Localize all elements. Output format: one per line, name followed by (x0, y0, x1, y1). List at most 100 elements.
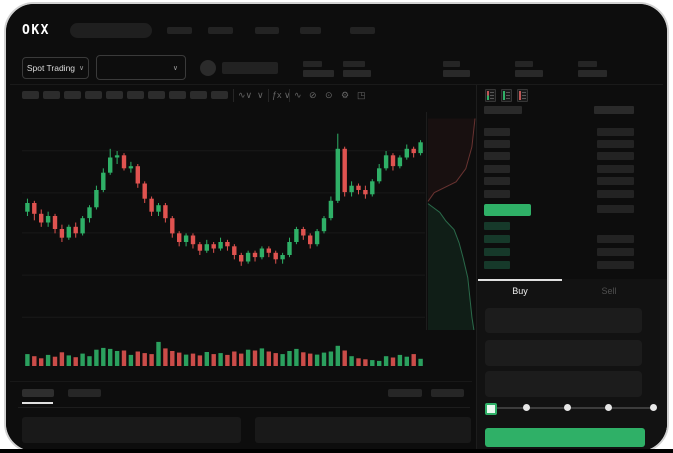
fullscreen-icon[interactable]: ◳ (357, 90, 366, 100)
nav-item-placeholder[interactable] (208, 27, 233, 34)
line-tool-icon[interactable]: ∿ (294, 90, 302, 100)
asks-only-icon[interactable] (517, 89, 528, 102)
sell-tab-label: Sell (601, 286, 617, 296)
timeframe-button[interactable] (127, 91, 144, 99)
timeframe-button[interactable] (43, 91, 60, 99)
toolbar-divider (268, 89, 269, 102)
slider-stop[interactable] (605, 404, 612, 411)
device-bottom-edge (0, 449, 673, 453)
active-tab-underline (22, 402, 53, 404)
stat-label-placeholder (443, 61, 460, 67)
market-type-dropdown[interactable]: Spot Trading ∨ (22, 57, 89, 79)
bid-size-placeholder (597, 261, 634, 269)
ask-price-placeholder[interactable] (484, 140, 510, 148)
history-panel-placeholder (255, 417, 471, 443)
interval-chevron-icon[interactable]: ∨ (257, 90, 264, 100)
ask-price-placeholder[interactable] (484, 152, 510, 160)
amount-slider[interactable] (489, 407, 655, 409)
tab-buy[interactable]: Buy (478, 281, 562, 301)
indicators-icon[interactable]: ƒx ∨ (272, 90, 291, 100)
settings-gear-icon[interactable]: ⚙ (341, 90, 350, 100)
ask-price-placeholder[interactable] (484, 190, 510, 198)
orderbook-header-placeholder (594, 106, 634, 114)
ask-price-placeholder[interactable] (484, 165, 510, 173)
buy-tab-label: Buy (512, 286, 528, 296)
bid-size-placeholder (597, 235, 634, 243)
combined-book-icon[interactable] (485, 89, 496, 102)
ask-size-placeholder (597, 152, 634, 160)
pair-selector-dropdown[interactable]: ∨ (96, 55, 186, 80)
timeframe-button[interactable] (85, 91, 102, 99)
ask-size-placeholder (597, 165, 634, 173)
toolbar-divider (289, 89, 290, 102)
nav-item-placeholder[interactable] (167, 27, 192, 34)
bottom-tab-active[interactable] (22, 389, 54, 397)
camera-icon[interactable]: ⊙ (325, 90, 333, 100)
tabs-divider (18, 407, 470, 408)
orderbook-left-divider (476, 85, 477, 451)
timeframe-button[interactable] (148, 91, 165, 99)
timeframe-button[interactable] (190, 91, 207, 99)
stat-label-placeholder (343, 61, 365, 67)
bottom-action-placeholder[interactable] (431, 389, 464, 397)
bid-price-placeholder[interactable] (484, 222, 510, 230)
timeframe-button[interactable] (211, 91, 228, 99)
timeframe-button[interactable] (22, 91, 39, 99)
coin-avatar (200, 60, 216, 76)
bids-only-icon[interactable] (501, 89, 512, 102)
ask-price-placeholder[interactable] (484, 177, 510, 185)
stat-label-placeholder (303, 61, 322, 67)
tab-sell[interactable]: Sell (562, 281, 656, 301)
last-price-highlight[interactable] (484, 204, 531, 216)
slider-stop[interactable] (523, 404, 530, 411)
candle-style-icon[interactable]: ∿∨ (238, 90, 253, 100)
last-price-size-placeholder (597, 205, 634, 213)
ask-size-placeholder (597, 128, 634, 136)
chevron-down-icon: ∨ (79, 65, 85, 72)
bid-price-placeholder[interactable] (484, 261, 510, 269)
orders-panel-placeholder (22, 417, 241, 443)
timeframe-button[interactable] (64, 91, 81, 99)
stat-value-placeholder (578, 70, 607, 77)
nav-item-placeholder[interactable] (300, 27, 321, 34)
stat-value-placeholder (515, 70, 543, 77)
bid-size-placeholder (597, 248, 634, 256)
price-input[interactable] (485, 308, 642, 333)
stat-label-placeholder (515, 61, 533, 67)
tablet-frame: OKX Spot Trading ∨ ∨ (4, 2, 669, 453)
slider-stop[interactable] (650, 404, 657, 411)
bid-price-placeholder[interactable] (484, 248, 510, 256)
bottom-action-placeholder[interactable] (388, 389, 422, 397)
nav-item-placeholder[interactable] (255, 27, 279, 34)
buy-submit-button[interactable] (485, 428, 645, 447)
amount-input[interactable] (485, 340, 642, 366)
candlestick-chart (22, 133, 425, 318)
chevron-down-icon: ∨ (172, 64, 178, 72)
chart-bottom-divider (10, 381, 472, 382)
okx-logo[interactable]: OKX (22, 23, 50, 38)
stat-value-placeholder (443, 70, 470, 77)
ask-price-placeholder[interactable] (484, 128, 510, 136)
toolbar-divider (233, 89, 234, 102)
stat-value-placeholder (303, 70, 334, 77)
orderbook-header-placeholder (484, 106, 522, 114)
total-input[interactable] (485, 371, 642, 397)
timeframe-button[interactable] (106, 91, 123, 99)
ask-size-placeholder (597, 177, 634, 185)
header-divider (10, 84, 663, 85)
bottom-tab[interactable] (68, 389, 101, 397)
slider-stop[interactable] (564, 404, 571, 411)
slider-handle[interactable] (485, 403, 497, 415)
market-type-label: Spot Trading (26, 63, 76, 73)
ask-size-placeholder (597, 140, 634, 148)
stat-label-placeholder (578, 61, 597, 67)
nav-item-placeholder[interactable] (350, 27, 375, 34)
bid-price-placeholder[interactable] (484, 235, 510, 243)
timeframe-button[interactable] (169, 91, 186, 99)
search-input[interactable] (70, 23, 152, 38)
buy-tab-underline (478, 279, 562, 281)
volume-chart (25, 341, 423, 366)
ask-size-placeholder (597, 190, 634, 198)
draw-tool-icon[interactable]: ⊘ (309, 90, 317, 100)
depth-chart (426, 112, 476, 330)
